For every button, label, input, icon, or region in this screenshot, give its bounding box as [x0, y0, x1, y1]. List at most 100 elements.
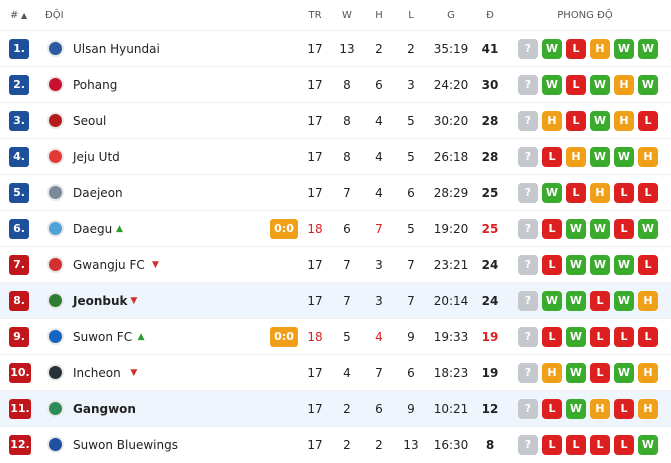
form-badge[interactable]: L [590, 327, 610, 347]
form-badge[interactable]: H [638, 363, 658, 383]
table-row[interactable]: 9. Suwon FC ▲ 0:0 18 5 4 9 19:33 19? L W L L L [0, 318, 671, 354]
header-rank[interactable]: # [10, 10, 19, 21]
form-badge[interactable]: W [542, 291, 562, 311]
form-badge[interactable]: L [638, 327, 658, 347]
form-badge[interactable]: H [590, 399, 610, 419]
form-badge[interactable]: L [638, 111, 658, 131]
form-badge[interactable]: ? [518, 255, 538, 275]
form-badge[interactable]: H [614, 75, 634, 95]
form-badge[interactable]: W [542, 75, 562, 95]
table-row[interactable]: 4. Jeju Utd 17 8 4 5 26:18 28? L H W W H [0, 138, 671, 174]
table-row[interactable]: 1. Ulsan Hyundai 17 13 2 2 35:19 41? W L H W W [0, 30, 671, 66]
form-badge[interactable]: L [590, 291, 610, 311]
team-name[interactable]: Seoul [73, 114, 107, 128]
form-badge[interactable]: L [542, 255, 562, 275]
form-badge[interactable]: L [566, 39, 586, 59]
table-row[interactable]: 12. Suwon Bluewings 17 2 2 13 16:30 8? L L L L W [0, 426, 671, 462]
team-name[interactable]: Suwon FC [73, 330, 133, 344]
form-badge[interactable]: W [590, 111, 610, 131]
table-row[interactable]: 5. Daejeon 17 7 4 6 28:29 25? W L H L L [0, 174, 671, 210]
form-badge[interactable]: H [638, 147, 658, 167]
form-badge[interactable]: L [566, 111, 586, 131]
form-badge[interactable]: H [542, 111, 562, 131]
form-badge[interactable]: W [590, 219, 610, 239]
form-badge[interactable]: W [638, 435, 658, 455]
form-badge[interactable]: W [614, 147, 634, 167]
form-badge[interactable]: L [566, 435, 586, 455]
form-badge[interactable]: L [542, 435, 562, 455]
form-badge[interactable]: L [638, 255, 658, 275]
team-name[interactable]: Gwangju FC [73, 258, 145, 272]
form-badge[interactable]: H [614, 111, 634, 131]
form-badge[interactable]: H [638, 399, 658, 419]
form-badge[interactable]: L [566, 183, 586, 203]
form-badge[interactable]: H [542, 363, 562, 383]
form-badge[interactable]: W [566, 327, 586, 347]
form-badge[interactable]: L [542, 219, 562, 239]
team-name[interactable]: Daejeon [73, 186, 123, 200]
team-name[interactable]: Gangwon [73, 402, 136, 416]
live-score[interactable]: 0:0 [270, 327, 298, 347]
form-badge[interactable]: W [566, 291, 586, 311]
table-row[interactable]: 6. Daegu ▲ 0:0 18 6 7 5 19:20 25? L W W L W [0, 210, 671, 246]
form-badge[interactable]: L [590, 435, 610, 455]
live-score[interactable]: 0:0 [270, 219, 298, 239]
form-badge[interactable]: W [542, 183, 562, 203]
team-name[interactable]: Pohang [73, 78, 118, 92]
form-badge[interactable]: W [566, 399, 586, 419]
form-badge[interactable]: W [542, 39, 562, 59]
form-badge[interactable]: ? [518, 219, 538, 239]
table-row[interactable]: 2. Pohang 17 8 6 3 24:20 30? W L W H W [0, 66, 671, 102]
form-badge[interactable]: L [566, 75, 586, 95]
form-badge[interactable]: ? [518, 327, 538, 347]
form-badge[interactable]: ? [518, 183, 538, 203]
form-badge[interactable]: W [566, 219, 586, 239]
form-badge[interactable]: W [614, 291, 634, 311]
form-badge[interactable]: ? [518, 435, 538, 455]
form-badge[interactable]: W [638, 219, 658, 239]
form-badge[interactable]: L [614, 327, 634, 347]
form-badge[interactable]: L [614, 435, 634, 455]
table-row[interactable]: 11. Gangwon 17 2 6 9 10:21 12? L W H L H [0, 390, 671, 426]
form-badge[interactable]: W [590, 147, 610, 167]
form-badge[interactable]: ? [518, 75, 538, 95]
form-badge[interactable]: L [542, 399, 562, 419]
form-badge[interactable]: W [566, 363, 586, 383]
form-badge[interactable]: H [590, 39, 610, 59]
form-badge[interactable]: W [614, 255, 634, 275]
form-badge[interactable]: H [638, 291, 658, 311]
form-badge[interactable]: W [566, 255, 586, 275]
form-badge[interactable]: L [638, 183, 658, 203]
team-name[interactable]: Jeonbuk [73, 294, 128, 308]
team-name[interactable]: Daegu [73, 222, 113, 236]
form-badge[interactable]: W [638, 75, 658, 95]
team-name[interactable]: Suwon Bluewings [73, 438, 178, 452]
form-badge[interactable]: L [614, 399, 634, 419]
form-badge[interactable]: ? [518, 291, 538, 311]
form-badge[interactable]: L [542, 147, 562, 167]
form-badge[interactable]: L [614, 219, 634, 239]
form-badge[interactable]: W [614, 363, 634, 383]
table-row[interactable]: 3. Seoul 17 8 4 5 30:20 28? H L W H L [0, 102, 671, 138]
team-name[interactable]: Incheon [73, 366, 121, 380]
form-badge[interactable]: W [590, 255, 610, 275]
form-badge[interactable]: W [590, 75, 610, 95]
team-name[interactable]: Jeju Utd [73, 150, 120, 164]
form-badge[interactable]: L [542, 327, 562, 347]
form-badge[interactable]: W [638, 39, 658, 59]
table-row[interactable]: 10. Incheon ▼ 17 4 7 6 18:23 19? H W L W H [0, 354, 671, 390]
form-badge[interactable]: H [590, 183, 610, 203]
sort-icon[interactable]: ▲ [21, 11, 28, 20]
form-badge[interactable]: H [566, 147, 586, 167]
form-badge[interactable]: W [614, 39, 634, 59]
form-badge[interactable]: ? [518, 399, 538, 419]
team-name[interactable]: Ulsan Hyundai [73, 42, 160, 56]
form-badge[interactable]: ? [518, 363, 538, 383]
form-badge[interactable]: ? [518, 39, 538, 59]
table-row[interactable]: 7. Gwangju FC ▼ 17 7 3 7 23:21 24? L W W W L [0, 246, 671, 282]
form-badge[interactable]: ? [518, 111, 538, 131]
form-badge[interactable]: ? [518, 147, 538, 167]
form-badge[interactable]: L [590, 363, 610, 383]
form-badge[interactable]: L [614, 183, 634, 203]
table-row[interactable]: 8. Jeonbuk ▼ 17 7 3 7 20:14 24? W W L W H [0, 282, 671, 318]
